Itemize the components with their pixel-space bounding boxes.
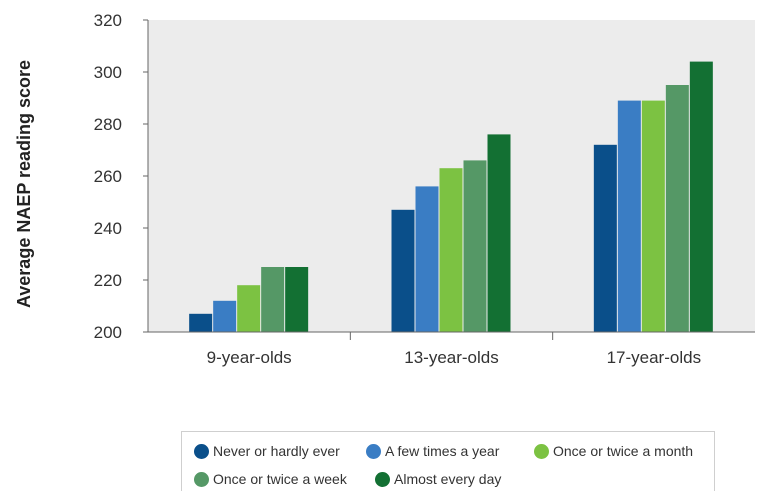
- legend-label-few-times-year: A few times a year: [385, 443, 500, 459]
- legend-item-never: Never or hardly ever: [194, 443, 340, 459]
- bar: [261, 267, 285, 332]
- bar: [439, 168, 463, 332]
- y-tick-label: 280: [94, 115, 122, 134]
- y-tick-label: 240: [94, 219, 122, 238]
- bar: [463, 160, 487, 332]
- legend-swatch-once-twice-month: [534, 443, 549, 459]
- bar: [391, 209, 415, 332]
- y-tick-label: 200: [94, 323, 122, 342]
- legend-swatch-once-twice-week: [194, 471, 209, 487]
- legend-item-once-twice-month: Once or twice a month: [534, 443, 693, 459]
- x-tick-label: 17-year-olds: [607, 348, 702, 367]
- bar: [641, 100, 665, 332]
- legend: Never or hardly ever A few times a year …: [181, 431, 715, 491]
- y-tick-label: 320: [94, 11, 122, 30]
- legend-label-once-twice-week: Once or twice a week: [213, 471, 347, 487]
- bar: [665, 85, 689, 332]
- y-axis-ticks: 200 220 240 260 280 300 320: [94, 11, 148, 342]
- legend-label-once-twice-month: Once or twice a month: [553, 443, 694, 459]
- bar: [415, 186, 439, 332]
- bar: [593, 144, 617, 332]
- x-axis-ticks: 9-year-olds 13-year-olds 17-year-olds: [207, 332, 701, 367]
- bar: [617, 100, 641, 332]
- y-tick-label: 300: [94, 63, 122, 82]
- bar: [189, 313, 213, 332]
- bar: [487, 134, 511, 332]
- bar: [689, 61, 713, 332]
- legend-label-never: Never or hardly ever: [213, 443, 340, 459]
- x-tick-label: 13-year-olds: [404, 348, 499, 367]
- bar: [285, 267, 309, 332]
- bars: [189, 61, 713, 332]
- x-tick-label: 9-year-olds: [207, 348, 292, 367]
- legend-swatch-never: [194, 443, 209, 459]
- bar: [237, 285, 261, 332]
- legend-label-almost-every-day: Almost every day: [394, 471, 502, 487]
- bar: [213, 300, 237, 332]
- legend-swatch-almost-every-day: [375, 471, 390, 487]
- legend-swatch-few-times-year: [366, 443, 381, 459]
- legend-item-almost-every-day: Almost every day: [375, 471, 501, 487]
- y-tick-label: 220: [94, 271, 122, 290]
- legend-item-once-twice-week: Once or twice a week: [194, 471, 347, 487]
- y-axis-label: Average NAEP reading score: [14, 60, 34, 308]
- y-tick-label: 260: [94, 167, 122, 186]
- legend-item-few-times-year: A few times a year: [366, 443, 499, 459]
